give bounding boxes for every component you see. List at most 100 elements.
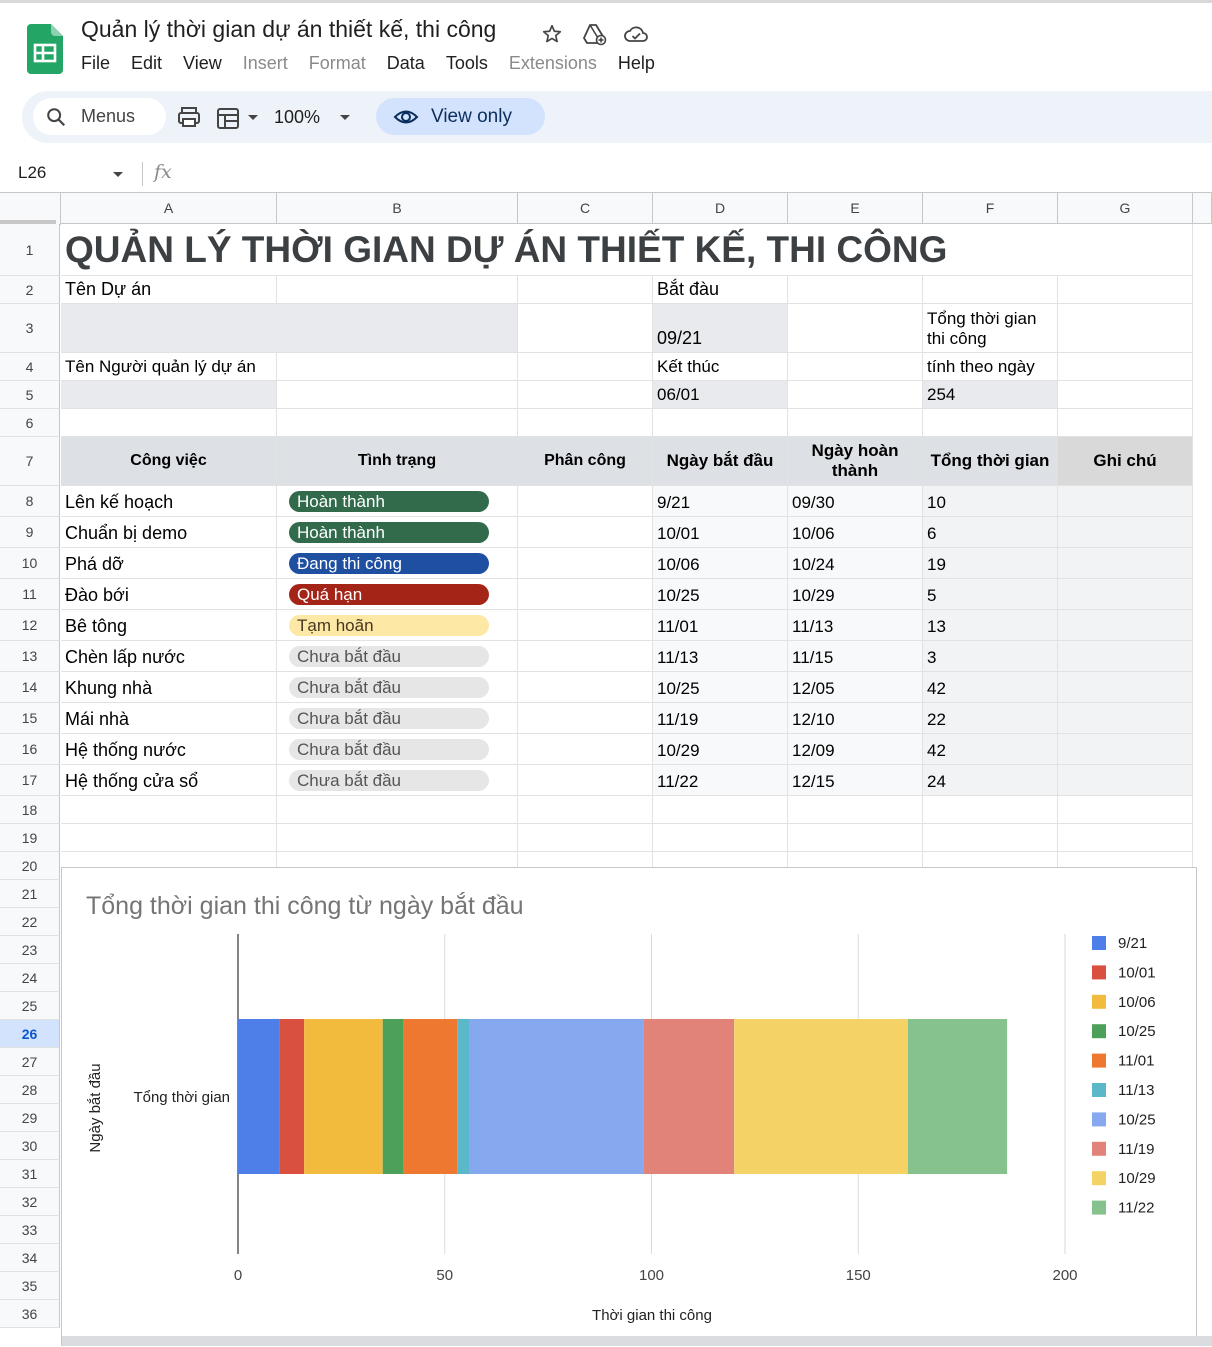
row-header-11[interactable]: 11 bbox=[0, 579, 60, 610]
duration[interactable]: 6 bbox=[923, 517, 1058, 548]
assign-cell[interactable] bbox=[518, 672, 653, 703]
grid-cell[interactable] bbox=[277, 409, 518, 437]
row-header-23[interactable]: 23 bbox=[0, 936, 60, 964]
grid-cell[interactable] bbox=[277, 381, 518, 409]
grid-cell[interactable] bbox=[653, 796, 788, 824]
grid-cell[interactable] bbox=[788, 353, 923, 381]
main-title[interactable]: QUẢN LÝ THỜI GIAN DỰ ÁN THIẾT KẾ, THI CÔ… bbox=[61, 224, 1193, 276]
row-header-9[interactable]: 9 bbox=[0, 517, 60, 548]
start-date[interactable]: 9/21 bbox=[653, 486, 788, 517]
row-header-2[interactable]: 2 bbox=[0, 276, 60, 304]
start-date[interactable]: 10/01 bbox=[653, 517, 788, 548]
total-time-label[interactable]: Tổng thời gian thi công bbox=[923, 304, 1058, 353]
grid-cell[interactable] bbox=[277, 796, 518, 824]
grid-cell[interactable] bbox=[1058, 381, 1193, 409]
horizontal-scrollbar[interactable] bbox=[62, 1336, 1212, 1346]
menu-tools[interactable]: Tools bbox=[445, 53, 488, 73]
grid-cell[interactable] bbox=[1058, 304, 1193, 353]
print-icon[interactable] bbox=[176, 105, 202, 134]
header-status[interactable]: Tình trạng bbox=[277, 437, 518, 486]
zoom-chevron-down-icon[interactable] bbox=[338, 105, 352, 134]
note-cell[interactable] bbox=[1058, 734, 1193, 765]
document-title[interactable]: Quản lý thời gian dự án thiết kế, thi cô… bbox=[81, 16, 497, 42]
status-cell[interactable]: Tạm hoãn bbox=[277, 610, 518, 641]
end-date[interactable]: 11/13 bbox=[788, 610, 923, 641]
row-header-36[interactable]: 36 bbox=[0, 1300, 60, 1328]
status-cell[interactable]: Quá hạn bbox=[277, 579, 518, 610]
grid-cell[interactable] bbox=[61, 824, 277, 852]
end-date[interactable]: 10/06 bbox=[788, 517, 923, 548]
star-icon[interactable] bbox=[538, 20, 566, 48]
status-chip[interactable]: Chưa bắt đầu bbox=[289, 738, 489, 760]
row-header-34[interactable]: 34 bbox=[0, 1244, 60, 1272]
note-cell[interactable] bbox=[1058, 579, 1193, 610]
menu-view[interactable]: View bbox=[183, 53, 222, 73]
status-cell[interactable]: Đang thi công bbox=[277, 548, 518, 579]
header-start[interactable]: Ngày bắt đầu bbox=[653, 437, 788, 486]
note-cell[interactable] bbox=[1058, 610, 1193, 641]
grid-cell[interactable] bbox=[518, 381, 653, 409]
row-header-27[interactable]: 27 bbox=[0, 1048, 60, 1076]
grid-cell[interactable] bbox=[788, 796, 923, 824]
zoom-level[interactable]: 100% bbox=[274, 107, 321, 127]
row-header-8[interactable]: 8 bbox=[0, 486, 60, 517]
select-all-corner[interactable] bbox=[0, 193, 61, 225]
paint-format-icon[interactable] bbox=[215, 105, 241, 136]
header-note[interactable]: Ghi chú bbox=[1058, 437, 1193, 486]
grid-cell[interactable] bbox=[1058, 796, 1193, 824]
end-label[interactable]: Kết thúc bbox=[653, 353, 788, 381]
row-header-5[interactable]: 5 bbox=[0, 381, 60, 409]
grid-cell[interactable] bbox=[788, 824, 923, 852]
assign-cell[interactable] bbox=[518, 703, 653, 734]
assign-cell[interactable] bbox=[518, 734, 653, 765]
project-name-label[interactable]: Tên Dự án bbox=[61, 276, 277, 304]
search-menus-box[interactable]: Menus bbox=[33, 98, 166, 135]
status-chip[interactable]: Chưa bắt đầu bbox=[289, 707, 489, 729]
end-date[interactable]: 10/24 bbox=[788, 548, 923, 579]
status-cell[interactable]: Chưa bắt đầu bbox=[277, 703, 518, 734]
grid-cell[interactable] bbox=[788, 409, 923, 437]
header-task[interactable]: Công việc bbox=[61, 437, 277, 486]
row-header-14[interactable]: 14 bbox=[0, 672, 60, 703]
duration[interactable]: 42 bbox=[923, 734, 1058, 765]
column-header-d[interactable]: D bbox=[653, 193, 788, 224]
task-name[interactable]: Hệ thống cửa sổ bbox=[61, 765, 277, 796]
grid-cell[interactable] bbox=[518, 796, 653, 824]
column-header-e[interactable]: E bbox=[788, 193, 923, 224]
task-name[interactable]: Bê tông bbox=[61, 610, 277, 641]
start-date[interactable]: 11/22 bbox=[653, 765, 788, 796]
task-name[interactable]: Đào bới bbox=[61, 579, 277, 610]
grid-cell[interactable] bbox=[61, 796, 277, 824]
sheets-logo-icon[interactable] bbox=[27, 24, 63, 74]
end-date[interactable]: 12/10 bbox=[788, 703, 923, 734]
grid-cell[interactable] bbox=[518, 409, 653, 437]
note-cell[interactable] bbox=[1058, 486, 1193, 517]
task-name[interactable]: Lên kế hoạch bbox=[61, 486, 277, 517]
start-label[interactable]: Bắt đàu bbox=[653, 276, 788, 304]
task-name[interactable]: Chèn lấp nước bbox=[61, 641, 277, 672]
end-date[interactable]: 11/15 bbox=[788, 641, 923, 672]
grid-cell[interactable] bbox=[277, 276, 518, 304]
grid-cell[interactable] bbox=[788, 381, 923, 409]
task-name[interactable]: Chuẩn bị demo bbox=[61, 517, 277, 548]
note-cell[interactable] bbox=[1058, 641, 1193, 672]
menu-extensions[interactable]: Extensions bbox=[508, 53, 597, 73]
status-cell[interactable]: Hoàn thành bbox=[277, 486, 518, 517]
menu-data[interactable]: Data bbox=[386, 53, 425, 73]
row-header-29[interactable]: 29 bbox=[0, 1104, 60, 1132]
menu-edit[interactable]: Edit bbox=[131, 53, 163, 73]
menu-help[interactable]: Help bbox=[617, 53, 655, 73]
grid-cell[interactable] bbox=[923, 824, 1058, 852]
grid-cell[interactable] bbox=[1058, 824, 1193, 852]
start-date[interactable]: 11/13 bbox=[653, 641, 788, 672]
row-header-17[interactable]: 17 bbox=[0, 765, 60, 796]
status-chip[interactable]: Chưa bắt đầu bbox=[289, 676, 489, 698]
duration[interactable]: 22 bbox=[923, 703, 1058, 734]
status-chip[interactable]: Hoàn thành bbox=[289, 490, 489, 512]
task-name[interactable]: Phá dỡ bbox=[61, 548, 277, 579]
status-chip[interactable]: Chưa bắt đầu bbox=[289, 645, 489, 667]
grid-cell[interactable] bbox=[277, 353, 518, 381]
status-cell[interactable]: Chưa bắt đầu bbox=[277, 734, 518, 765]
chevron-down-icon[interactable] bbox=[246, 105, 260, 134]
end-date[interactable]: 10/29 bbox=[788, 579, 923, 610]
